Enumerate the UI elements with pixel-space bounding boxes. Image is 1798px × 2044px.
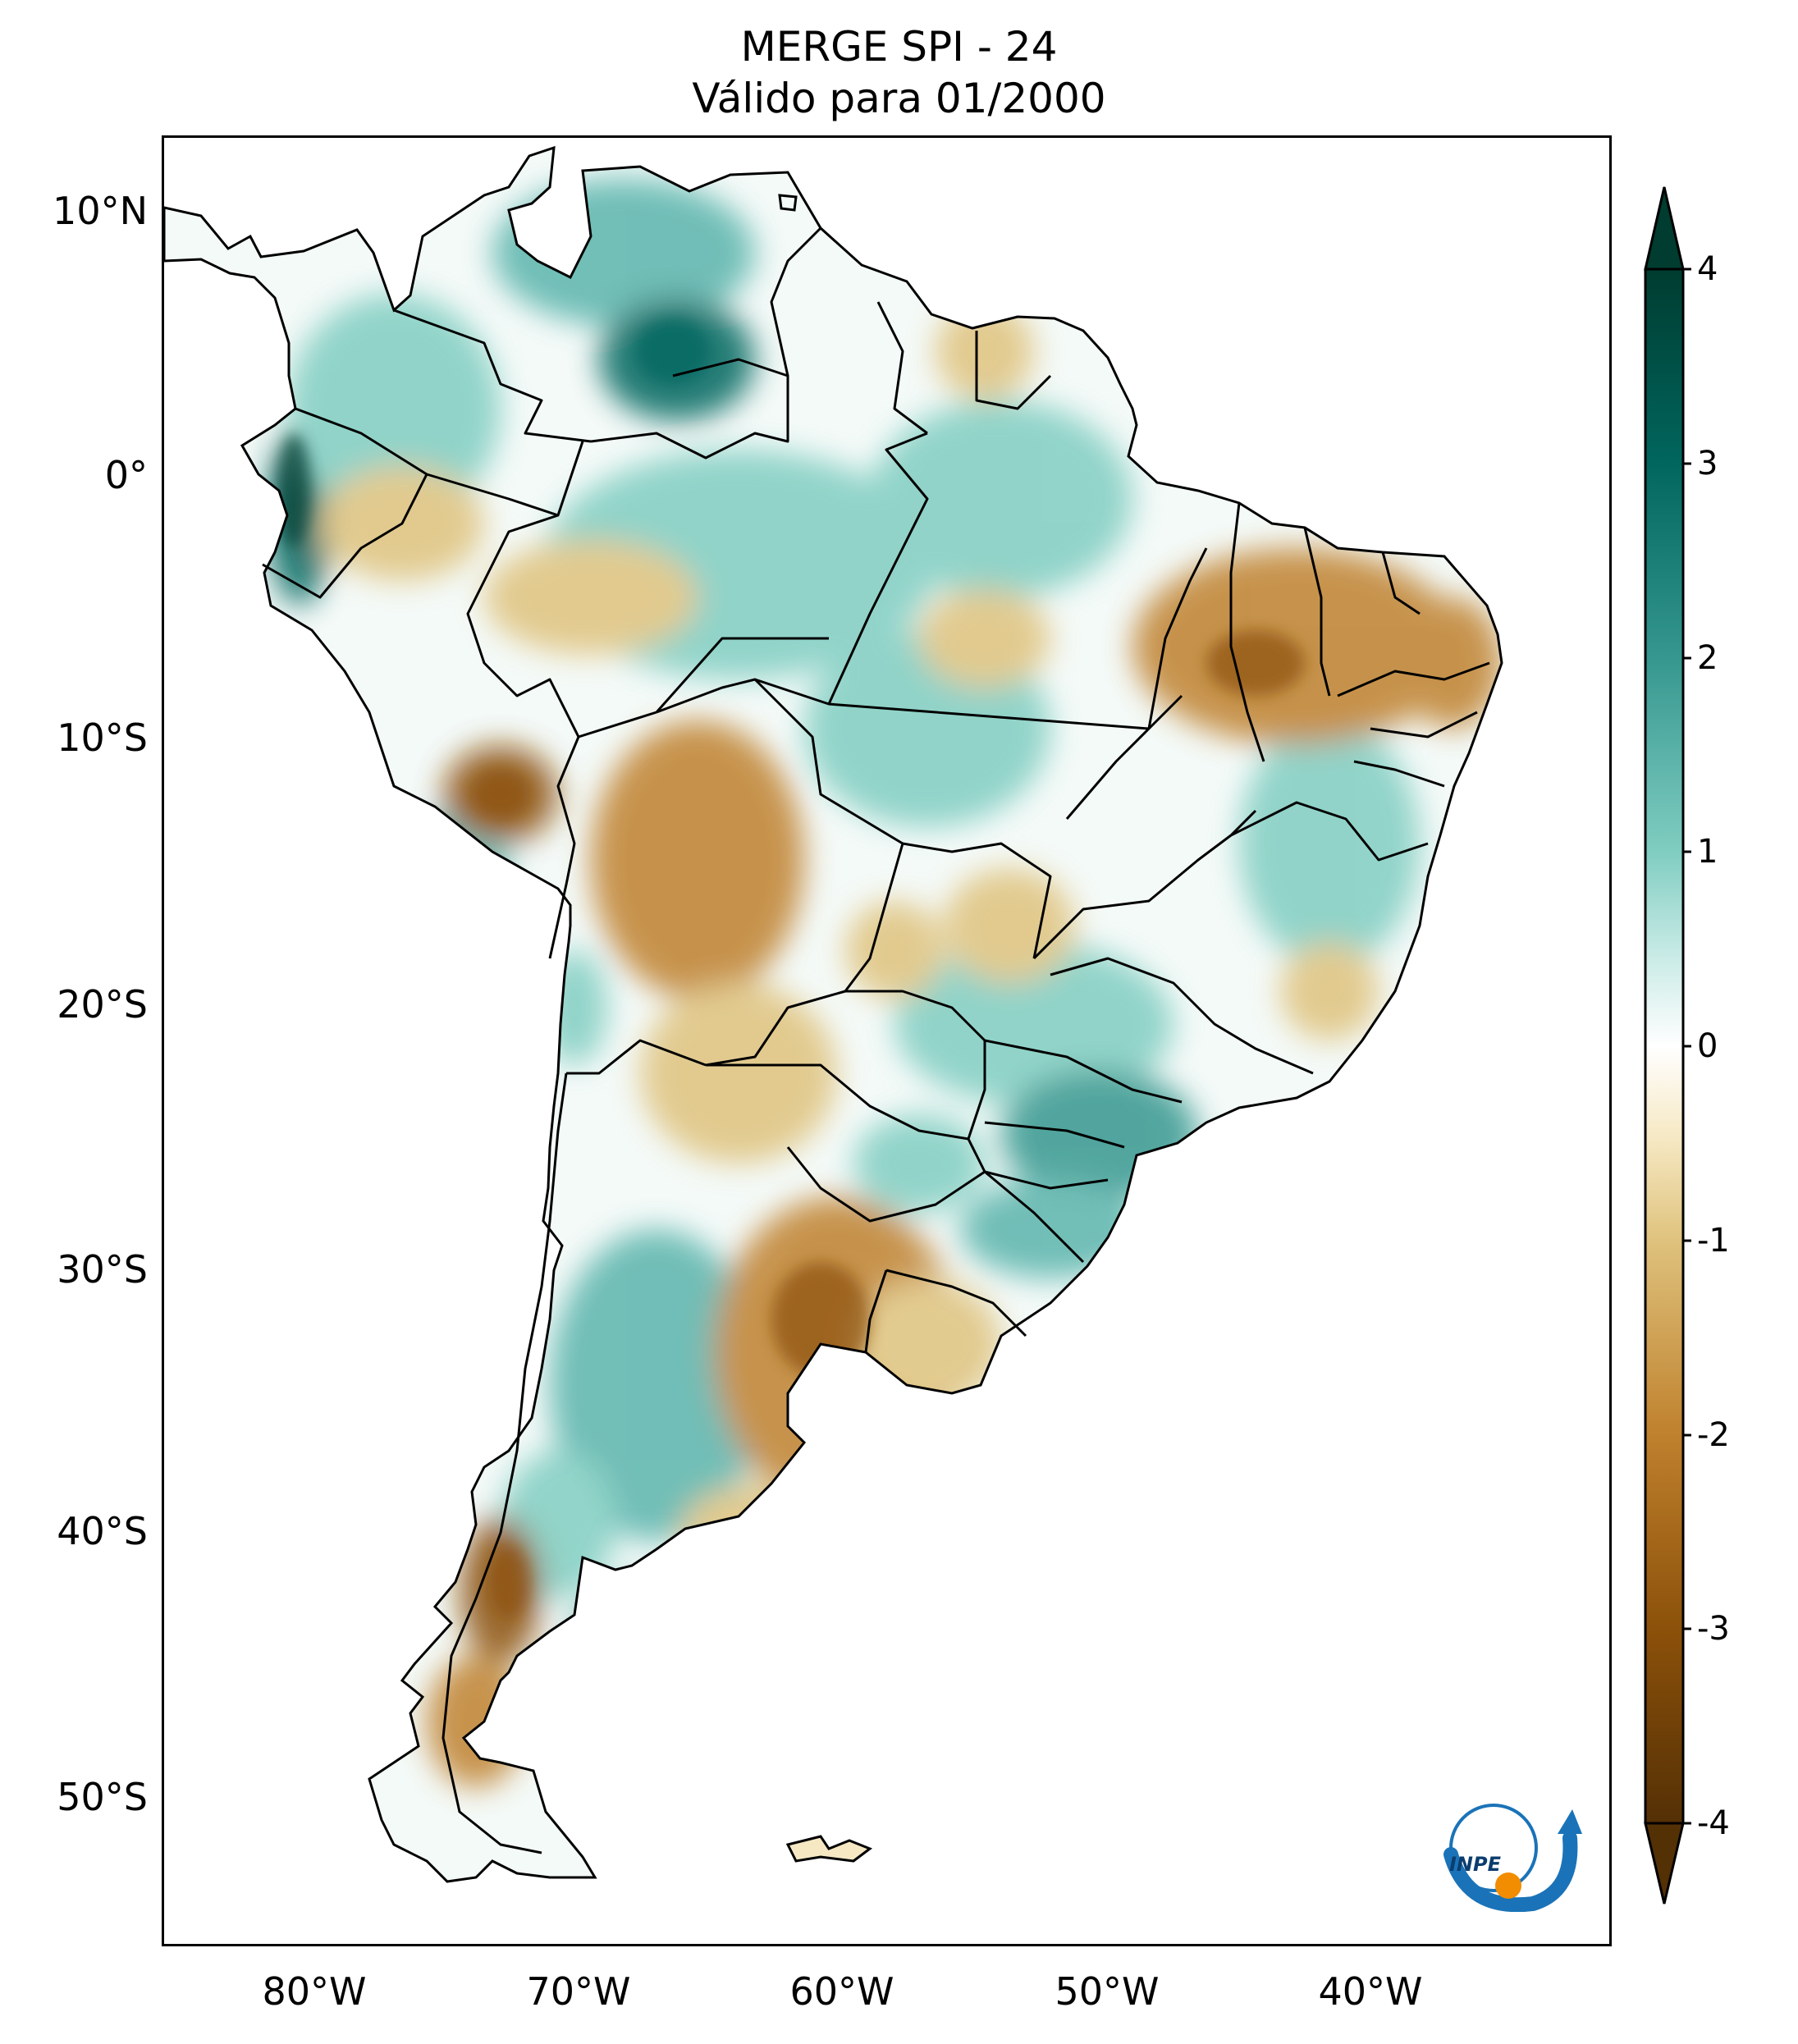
border-bolivia-argentina bbox=[566, 1039, 707, 1075]
colorbar-tick-label: -4 bbox=[1697, 1804, 1730, 1842]
border-brazil-ce-rn bbox=[1381, 551, 1421, 615]
dry-patch-pernambuco bbox=[1403, 597, 1502, 729]
border-ecuador-peru bbox=[262, 473, 428, 599]
lon-tick-label: 60°W bbox=[789, 1969, 894, 2014]
colorbar-tick-label: 3 bbox=[1697, 445, 1718, 482]
falklands bbox=[785, 1835, 873, 1863]
wet-patch-patagonia-east bbox=[574, 1582, 722, 1697]
map-panel bbox=[162, 135, 1612, 1946]
wet-patch-chaco-east bbox=[853, 1114, 985, 1213]
border-brazil-ma-pi bbox=[1229, 502, 1265, 762]
border-argentina-uruguay bbox=[864, 1269, 888, 1353]
colorbar-tick-label: 4 bbox=[1697, 250, 1718, 288]
wet-patch-para-north bbox=[870, 400, 1132, 597]
dry-patch-patagonia-south bbox=[427, 1656, 525, 1787]
lon-tick-label: 40°W bbox=[1318, 1969, 1423, 2014]
border-suriname-guiana bbox=[975, 331, 1052, 410]
border-colombia-peru bbox=[426, 441, 584, 517]
border-brazil-rs-sc bbox=[984, 1170, 1109, 1190]
border-venezuela-brazil bbox=[590, 358, 789, 460]
colorbar-tick-label: -2 bbox=[1697, 1416, 1730, 1454]
border-uruguay-brazil bbox=[885, 1269, 1027, 1338]
colorbar-extend-bottom bbox=[1644, 1822, 1685, 1905]
border-peru-bolivia bbox=[548, 736, 580, 959]
border-venezuela-guyana bbox=[770, 226, 822, 377]
wet-patch-venezuela-llanos bbox=[492, 179, 755, 327]
border-colombia-ecuador bbox=[295, 407, 428, 476]
colorbar-tick-label: -3 bbox=[1697, 1610, 1730, 1648]
lat-tick-label: 10°N bbox=[53, 189, 148, 233]
border-brazil-ms-mt bbox=[902, 842, 1052, 959]
lat-tick-label: 30°S bbox=[57, 1247, 148, 1292]
border-brazil-mg-go bbox=[1032, 809, 1257, 960]
dry-core-northeast bbox=[1206, 630, 1305, 696]
colorbar-body bbox=[1644, 268, 1685, 1825]
border-brazil-pe-al bbox=[1370, 711, 1478, 738]
dry-patch-chaco bbox=[640, 983, 837, 1164]
border-brazil-sp-mg bbox=[1050, 957, 1314, 1075]
dry-patch-amazon-west bbox=[484, 540, 698, 655]
map-canvas bbox=[164, 146, 1503, 1883]
border-argentina-brazil bbox=[984, 1170, 1085, 1264]
border-chile-argentina bbox=[441, 1072, 568, 1854]
dry-patch-bolivia bbox=[591, 720, 804, 999]
lat-tick-label: 40°S bbox=[57, 1509, 148, 1553]
lon-tick-label: 70°W bbox=[526, 1969, 631, 2014]
border-bolivia-paraguay bbox=[705, 990, 846, 1067]
border-colombia-venezuela bbox=[393, 309, 592, 443]
dry-patch-minas-east bbox=[1280, 942, 1379, 1040]
political-borders bbox=[262, 226, 1490, 1854]
inpe-logo-text: INPE bbox=[1449, 1853, 1502, 1876]
colorbar-tick-label: 1 bbox=[1697, 833, 1718, 871]
border-brazil-am-ro bbox=[655, 637, 829, 713]
trinidad bbox=[778, 194, 798, 212]
dry-core-chile bbox=[488, 1545, 529, 1619]
dry-patch-mato-grosso-sul bbox=[944, 868, 1075, 983]
dry-patch-rio-negro bbox=[681, 1484, 845, 1582]
lat-tick-label: 50°S bbox=[57, 1775, 148, 1819]
wet-patch-goias bbox=[894, 942, 1174, 1106]
inpe-logo: INPE bbox=[1443, 1804, 1582, 1912]
colorbar-extend-top bbox=[1644, 186, 1685, 271]
wet-patch-bahia bbox=[1239, 720, 1420, 967]
border-brazil-go-to bbox=[1065, 694, 1183, 820]
wet-core-venezuela bbox=[636, 318, 710, 384]
chart-subtitle: Válido para 01/2000 bbox=[692, 75, 1106, 122]
dry-patch-para-central bbox=[919, 589, 1050, 688]
lon-tick-label: 50°W bbox=[1055, 1969, 1160, 2014]
border-brazil-ba-se bbox=[1353, 760, 1445, 788]
colorbar-ticks bbox=[1683, 268, 1691, 1825]
dry-core-pampas bbox=[771, 1262, 870, 1377]
border-paraguay-brazil bbox=[845, 990, 986, 1140]
border-brazil-pr-sp bbox=[984, 1039, 1183, 1104]
dry-patch-guiana bbox=[936, 302, 1034, 400]
lon-tick-label: 80°W bbox=[262, 1969, 367, 2014]
border-brazil-pb-pe bbox=[1337, 661, 1490, 697]
colorbar-tick-label: 0 bbox=[1697, 1027, 1718, 1065]
wet-patch-argentina-central bbox=[550, 1229, 763, 1541]
border-brazil-pi-ce bbox=[1303, 527, 1331, 697]
wet-core-patagonia bbox=[611, 1619, 677, 1668]
colorbar-tick-label: -1 bbox=[1697, 1222, 1730, 1260]
lat-tick-label: 0° bbox=[104, 453, 148, 497]
lat-tick-label: 20°S bbox=[57, 982, 148, 1027]
lat-tick-label: 10°S bbox=[57, 716, 148, 760]
border-peru-brazil bbox=[466, 514, 657, 738]
border-brazil-sc-pr bbox=[984, 1121, 1125, 1149]
wet-patch-colombia-west bbox=[287, 294, 501, 524]
border-guyana-suriname bbox=[876, 301, 928, 435]
border-bolivia-brazil bbox=[656, 678, 904, 992]
chart-title: MERGE SPI - 24 bbox=[740, 23, 1058, 71]
border-brazil-mg-ba bbox=[1230, 801, 1429, 862]
dry-core-peru bbox=[472, 770, 529, 819]
wet-patch-chile-north bbox=[542, 950, 607, 1065]
dry-patch-pantanal bbox=[845, 901, 944, 999]
colorbar-tick-label: 2 bbox=[1697, 639, 1718, 677]
border-brazil-am-pa bbox=[827, 432, 929, 705]
border-paraguay-argentina bbox=[706, 1063, 986, 1223]
border-brazil-to-ma bbox=[1147, 547, 1208, 729]
